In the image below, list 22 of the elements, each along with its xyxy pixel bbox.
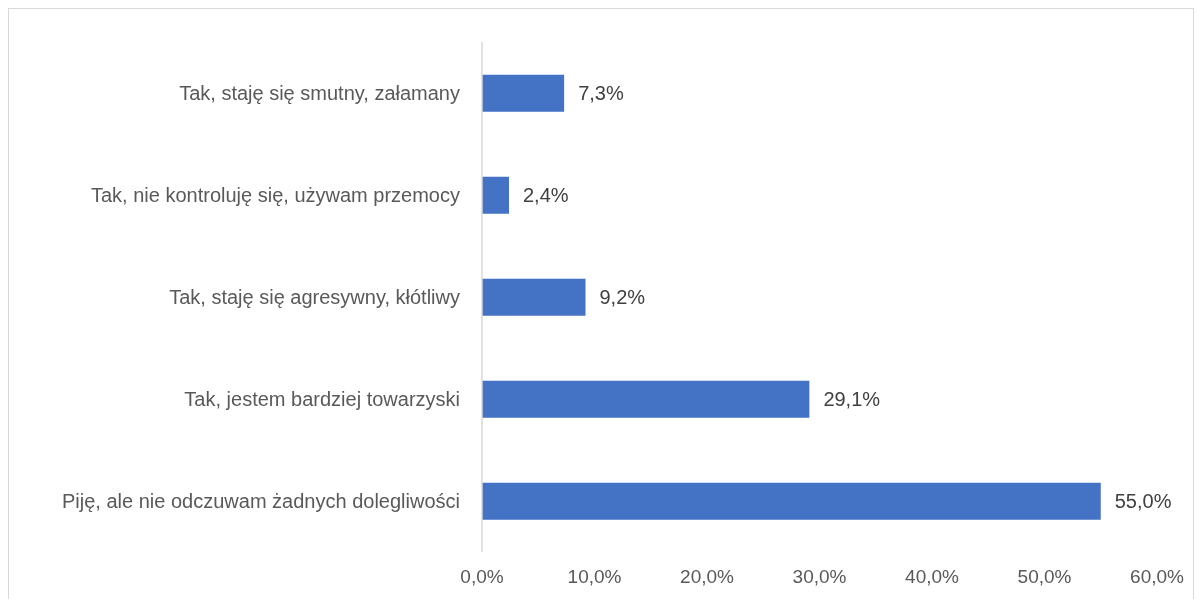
data-label: 7,3% [578, 82, 624, 105]
data-label: 9,2% [599, 286, 646, 309]
x-tick-label: 10,0% [567, 566, 622, 588]
x-tick-label: 30,0% [792, 566, 847, 588]
bar [482, 278, 586, 316]
data-label: 29,1% [823, 388, 881, 411]
x-tick-label: 50,0% [1017, 566, 1072, 588]
y-tick-label: Tak, staję się agresywny, kłótliwy [169, 286, 460, 309]
data-label: 55,0% [1114, 490, 1172, 513]
x-tick-label: 20,0% [680, 566, 735, 588]
x-tick-label: 40,0% [905, 566, 960, 588]
bar [482, 380, 810, 418]
y-tick-label: Tak, jestem bardziej towarzyski [184, 388, 460, 411]
y-tick-label: Piję, ale nie odczuwam żadnych dolegliwości [62, 490, 460, 513]
bar [482, 74, 565, 112]
bar [482, 482, 1101, 520]
x-tick-label: 0,0% [460, 566, 504, 588]
y-tick-label: Tak, staję się smutny, załamany [179, 82, 460, 105]
bar [482, 176, 509, 214]
data-label: 2,4% [523, 184, 569, 207]
y-tick-label: Tak, nie kontroluję się, używam przemocy [90, 184, 460, 207]
x-tick-label: 60,0% [1130, 566, 1185, 588]
